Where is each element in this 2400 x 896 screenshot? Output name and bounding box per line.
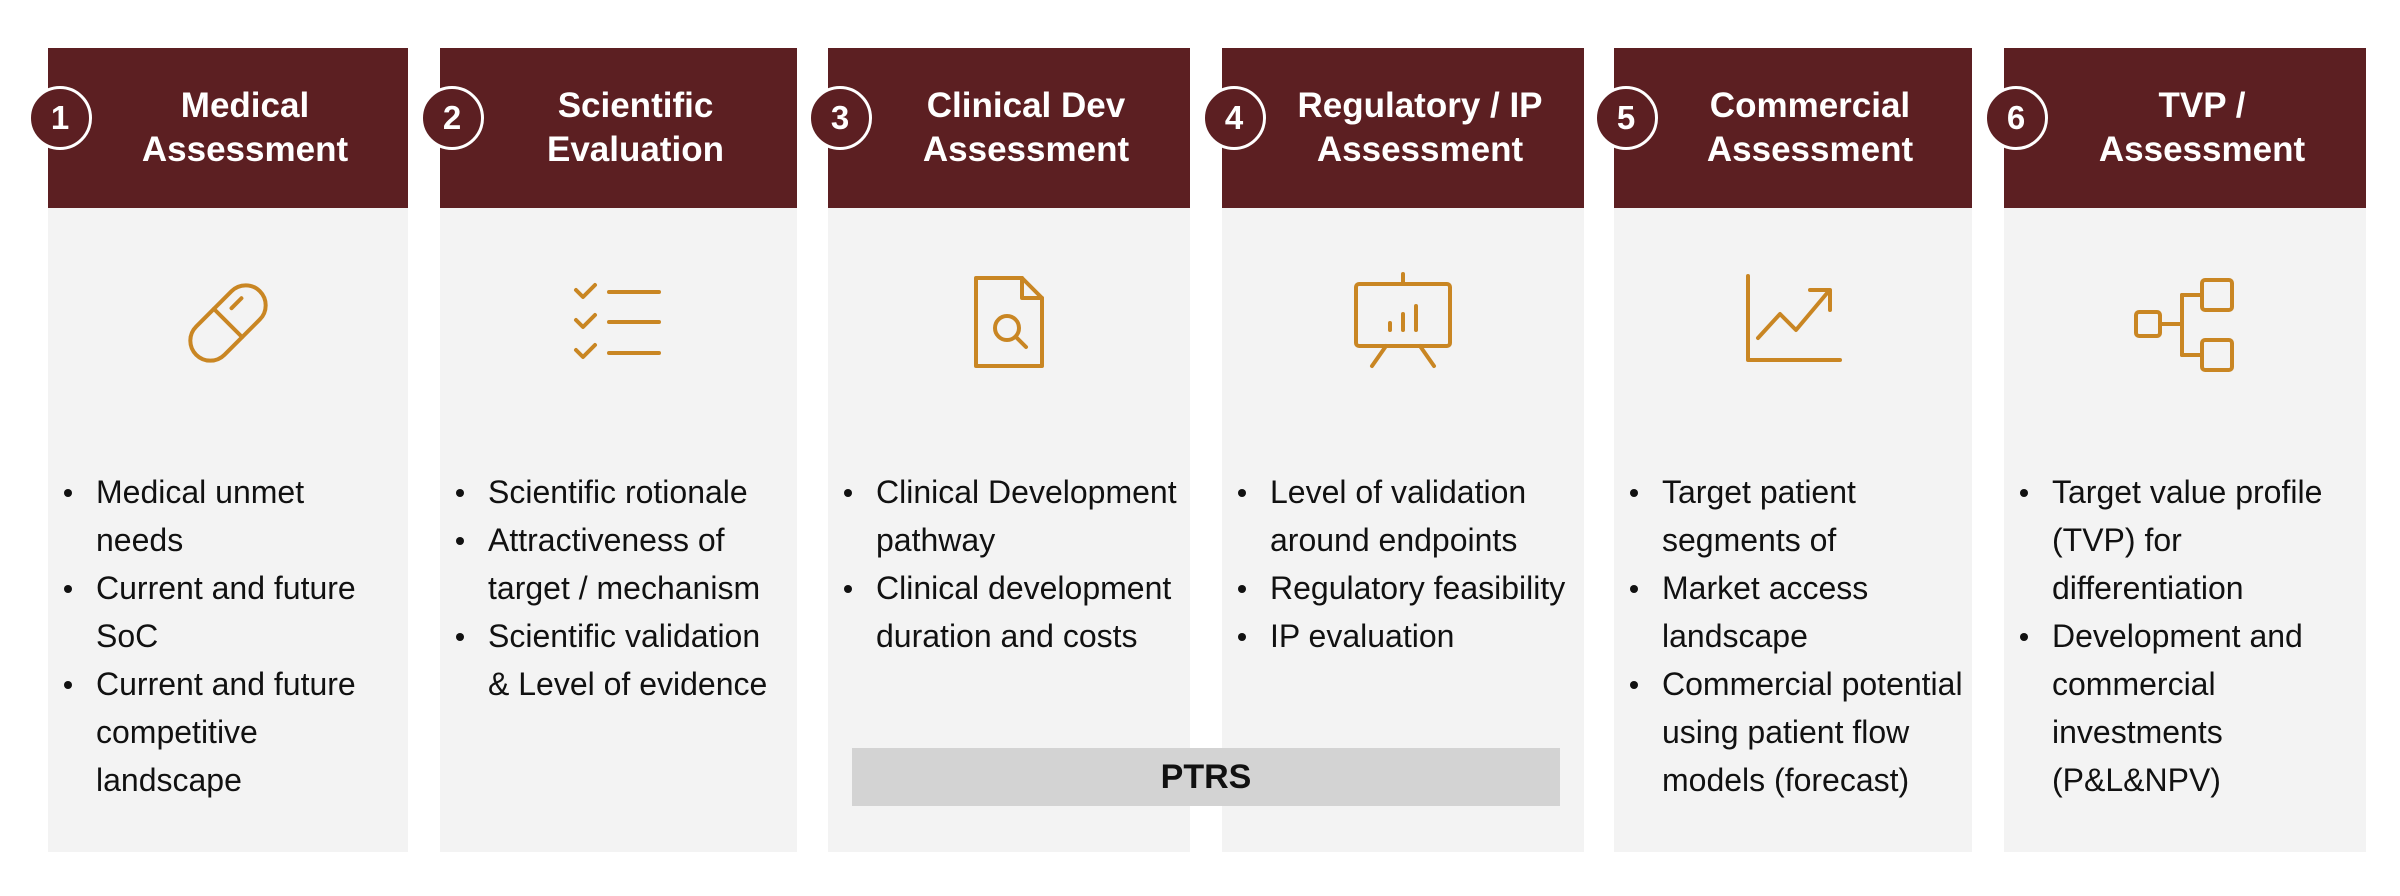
list-item: Medical unmet needs [64,468,400,564]
column-header: Scientific Evaluation [440,48,797,208]
bullet-dot [1630,489,1638,497]
step-number-badge: 4 [1202,86,1266,150]
bullet-text: Target patient segments of [1662,474,1856,558]
bullet-dot [1238,585,1246,593]
list-item: Target value profile (TVP) for different… [2020,468,2358,612]
list-item: Level of validation around endpoints [1238,468,1576,564]
document-search-icon [954,268,1064,378]
step-number-badge: 5 [1594,86,1658,150]
bullet-dot [456,633,464,641]
trend-up-chart-icon [1738,268,1848,378]
bullet-dot [2020,489,2028,497]
bullet-list: Clinical Development pathway Clinical de… [844,468,1182,660]
list-item: Current and future SoC [64,564,400,660]
column-header: TVP / Assessment [2004,48,2366,208]
list-item: Clinical development duration and costs [844,564,1182,660]
column-regulatory-ip-assessment: Regulatory / IP Assessment Level of vali… [1222,48,1584,852]
column-clinical-dev-assessment: Clinical Dev Assessment Clinical Develop… [828,48,1190,852]
bullet-dot [1238,633,1246,641]
bullet-text: Scientific rotionale [488,474,748,510]
list-item: Scientific validation & Level of evidenc… [456,612,789,708]
bullet-text: Medical unmet needs [96,474,304,558]
list-item: IP evaluation [1238,612,1576,660]
column-header: Commercial Assessment [1614,48,1972,208]
bullet-dot [2020,633,2028,641]
column-title: Scientific Evaluation [507,84,730,172]
list-item: Commercial potential using patient flow … [1630,660,1964,804]
bullet-dot [844,489,852,497]
bullet-dot [1630,585,1638,593]
bullet-text: Regulatory feasibility [1270,570,1565,606]
list-item: Clinical Development pathway [844,468,1182,564]
column-scientific-evaluation: Scientific Evaluation Scientific rotiona… [440,48,797,852]
bullet-text: Commercial potential using patient flow … [1662,666,1963,798]
list-item: Scientific rotionale [456,468,789,516]
bullet-text: Scientific validation & Level of evidenc… [488,618,767,702]
pill-icon [173,268,283,378]
list-item: Market access landscape [1630,564,1964,660]
column-commercial-assessment: Commercial Assessment Target patient seg… [1614,48,1972,852]
column-title: Regulatory / IP Assessment [1257,84,1548,172]
column-header: Regulatory / IP Assessment [1222,48,1584,208]
bullet-text: IP evaluation [1270,618,1454,654]
bullet-list: Target value profile (TVP) for different… [2020,468,2358,804]
column-title: Clinical Dev Assessment [883,84,1135,172]
step-number-badge: 2 [420,86,484,150]
column-header: Clinical Dev Assessment [828,48,1190,208]
bullet-dot [64,489,72,497]
list-item: Regulatory feasibility [1238,564,1576,612]
list-item: Target patient segments of [1630,468,1964,564]
bullet-text: Clinical Development pathway [876,474,1177,558]
bullet-text: Current and future SoC [96,570,356,654]
step-number-badge: 1 [28,86,92,150]
bullet-text: Market access landscape [1662,570,1868,654]
bullet-dot [64,681,72,689]
column-title: Commercial Assessment [1667,84,1919,172]
bullet-dot [456,537,464,545]
hierarchy-icon [2130,268,2240,378]
bullet-list: Scientific rotionale Attractiveness of t… [456,468,789,708]
bullet-text: Clinical development duration and costs [876,570,1171,654]
checklist-icon [564,268,674,378]
bullet-list: Medical unmet needs Current and future S… [64,468,400,804]
ptrs-bar: PTRS [852,748,1560,806]
bullet-text: Current and future competitive landscape [96,666,356,798]
column-medical-assessment: Medical Assessment Medical unmet needs C… [48,48,408,852]
step-number-badge: 6 [1984,86,2048,150]
bullet-text: Target value profile (TVP) for different… [2052,474,2322,606]
list-item: Development and commercial investments (… [2020,612,2358,804]
bullet-dot [844,585,852,593]
bullet-text: Development and commercial investments (… [2052,618,2303,798]
list-item: Attractiveness of target / mechanism [456,516,789,612]
bullet-list: Target patient segments of Market access… [1630,468,1964,804]
presentation-chart-icon [1348,268,1458,378]
bullet-dot [1238,489,1246,497]
bullet-text: Level of validation around endpoints [1270,474,1526,558]
bullet-text: Attractiveness of target / mechanism [488,522,760,606]
bullet-dot [64,585,72,593]
column-tvp-assessment: TVP / Assessment Target value profile (T… [2004,48,2366,852]
list-item: Current and future competitive landscape [64,660,400,804]
step-number-badge: 3 [808,86,872,150]
bullet-list: Level of validation around endpoints Reg… [1238,468,1576,660]
column-title: Medical Assessment [102,84,354,172]
bullet-dot [456,489,464,497]
bullet-dot [1630,681,1638,689]
column-header: Medical Assessment [48,48,408,208]
column-title: TVP / Assessment [2059,84,2311,172]
